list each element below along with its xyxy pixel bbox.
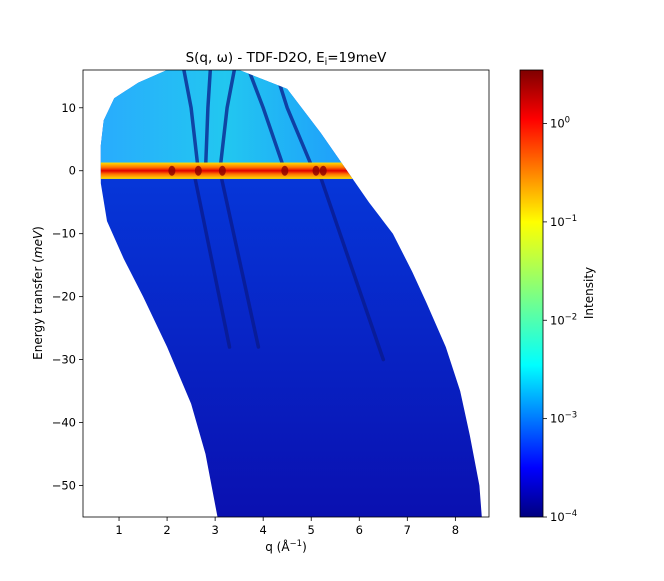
chart-title-tail: =19meV [327,50,387,66]
colorbar: 100 10−1 10−2 10−3 10−4 Intensity [519,69,596,524]
colorbar-gradient [520,70,543,517]
colorbar-tick-label: 10−1 [550,214,577,229]
x-tick-label: 2 [163,523,170,537]
heatmap-area [100,70,482,517]
x-tick-label: 5 [308,523,315,537]
y-tick-label: 10 [61,101,76,115]
chart-title-main: S(q, ω) - TDF-D2O, E [186,50,325,66]
colorbar-tick-label: 10−3 [550,411,577,426]
elastic-hotspot [194,165,202,176]
colorbar-ticks: 100 10−1 10−2 10−3 10−4 [543,116,577,524]
y-tick-label: −50 [52,479,76,493]
y-tick-label: −20 [52,290,76,304]
x-tick-label: 1 [115,523,122,537]
x-axis-ticks: 1 2 3 4 5 6 7 8 [115,517,459,537]
elastic-hotspot [168,165,176,176]
chart-title: S(q, ω) - TDF-D2O, Ei=19meV [186,50,388,68]
y-tick-label: −30 [52,353,76,367]
y-tick-label: −10 [52,227,76,241]
elastic-hotspot [312,165,320,176]
colorbar-tick-label: 10−2 [550,312,577,327]
y-tick-label: 0 [69,164,76,178]
dispersive-branch [247,70,287,173]
colorbar-frame [519,69,544,518]
dispersive-branch [191,168,232,349]
dispersive-branch [182,70,201,173]
y-axis-label-pre: Energy transfer ( [31,258,45,360]
plot-frame [82,69,490,518]
x-tick-label: 4 [260,523,267,537]
dispersive-branch [218,168,261,349]
dispersive-branches [182,70,386,362]
y-axis-label: Energy transfer (meV) [31,226,45,360]
x-axis-label-sup: −1 [290,539,303,549]
y-axis-ticks: 10 0 −10 −20 −30 −40 −50 [52,101,83,493]
dispersive-branch [316,168,386,362]
colorbar-tick-label: 100 [550,116,570,131]
x-axis-label: q (Å−1) [265,539,307,554]
elastic-hotspot [218,165,226,176]
quasielastic-region [100,70,482,171]
colorbar-tick-label: 10−4 [550,509,577,524]
dispersive-branch [203,70,213,173]
x-tick-label: 8 [452,523,459,537]
x-tick-label: 6 [356,523,363,537]
colorbar-label: Intensity [582,267,596,319]
elastic-hotspot [319,165,327,176]
x-axis-label-main: q (Å [265,539,290,554]
elastic-hotspot [281,165,289,176]
elastic-hotspots [168,165,327,176]
x-tick-label: 3 [211,523,218,537]
x-axis-label-tail: ) [302,540,307,554]
y-axis-label-italic: meV [31,230,45,258]
dispersive-branch [218,70,237,173]
x-tick-label: 7 [404,523,411,537]
y-tick-label: −40 [52,416,76,430]
chart-title-subscript: i [325,57,328,68]
y-axis-label-post: ) [31,226,45,231]
